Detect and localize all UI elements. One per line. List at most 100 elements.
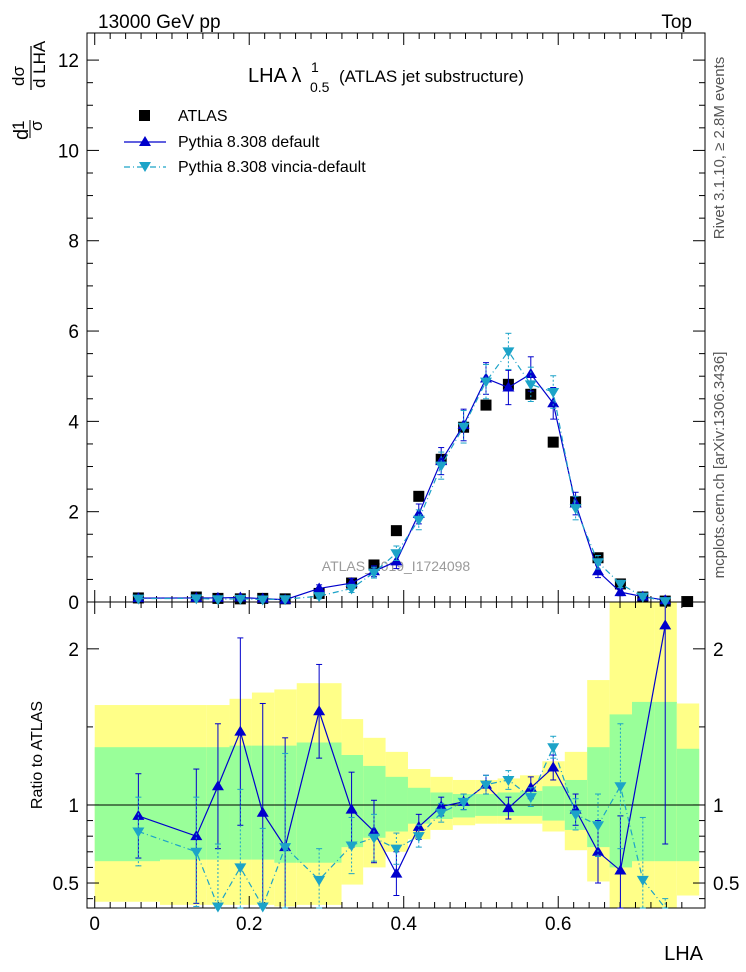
y-tick-label: 2 bbox=[68, 503, 79, 524]
legend-default-label: Pythia 8.308 default bbox=[178, 134, 320, 151]
vincia-ratio-point bbox=[190, 847, 203, 858]
vincia-ratio-point bbox=[524, 793, 537, 804]
y-label-dlha: d LHA bbox=[30, 40, 49, 88]
atlas-point bbox=[525, 388, 537, 400]
y-label-sigma: σ bbox=[27, 120, 46, 131]
vincia-point bbox=[390, 549, 403, 560]
vincia-ratio-point bbox=[479, 780, 492, 791]
default-point bbox=[592, 565, 605, 576]
vincia-point bbox=[279, 595, 292, 606]
vincia-point bbox=[190, 594, 203, 605]
y-tick-label: 6 bbox=[68, 322, 79, 343]
atlas-point bbox=[390, 525, 402, 537]
atlas-point bbox=[592, 552, 604, 564]
atlas-point bbox=[682, 596, 694, 608]
ratio-y-tick-label: 0.5 bbox=[53, 874, 79, 895]
vincia-ratio-point bbox=[569, 810, 582, 821]
x-tick-label: 0.2 bbox=[236, 914, 262, 935]
default-ratio-point bbox=[256, 806, 269, 817]
vincia-point bbox=[435, 461, 448, 472]
chart-title: LHA λ 1 0.5 (ATLAS jet substructure) bbox=[248, 59, 524, 95]
y-label-dsigma: dσ bbox=[9, 66, 28, 86]
default-ratio-point bbox=[614, 864, 627, 875]
band-inner bbox=[519, 790, 543, 816]
atlas-point bbox=[547, 436, 559, 448]
vincia-line bbox=[138, 350, 666, 602]
default-point bbox=[412, 507, 425, 518]
legend-atlas-label: ATLAS bbox=[178, 108, 228, 125]
vincia-point bbox=[132, 594, 145, 605]
band-inner bbox=[341, 755, 364, 848]
legend-vincia-label: Pythia 8.308 vincia-default bbox=[178, 159, 366, 176]
ratio-panel-frame bbox=[86, 601, 706, 909]
band-inner bbox=[296, 742, 342, 863]
vincia-ratio-line bbox=[138, 745, 666, 909]
vincia-point bbox=[636, 592, 649, 603]
y-tick-label: 4 bbox=[68, 412, 79, 433]
vincia-point bbox=[592, 558, 605, 569]
default-line bbox=[138, 373, 666, 601]
y-label-one: 1 bbox=[9, 121, 28, 130]
default-ratio-point bbox=[547, 761, 560, 772]
ratio-y-tick-label-right: 1 bbox=[713, 796, 724, 817]
vincia-point bbox=[569, 504, 582, 515]
vincia-point bbox=[502, 347, 515, 358]
site-label: mcplots.cern.ch [arXiv:1306.3436] bbox=[711, 352, 728, 579]
default-ratio-point bbox=[659, 619, 672, 630]
legend-default-marker bbox=[139, 136, 151, 146]
default-ratio-point bbox=[190, 830, 203, 841]
band-inner bbox=[407, 787, 431, 824]
vincia-point bbox=[614, 579, 627, 590]
vincia-ratio-point bbox=[313, 875, 326, 886]
atlas-point bbox=[368, 559, 380, 571]
vincia-point bbox=[659, 597, 672, 608]
ratio-y-tick-label-right: 0.5 bbox=[713, 874, 739, 895]
vincia-ratio-point bbox=[390, 844, 403, 855]
vincia-ratio-point bbox=[211, 902, 224, 913]
y-tick-label: 10 bbox=[58, 141, 79, 162]
title-tail: (ATLAS jet substructure) bbox=[339, 67, 524, 86]
ratio-y-tick-label-right: 2 bbox=[713, 640, 724, 661]
vincia-ratio-point bbox=[457, 797, 470, 808]
vincia-point bbox=[412, 515, 425, 526]
default-ratio-point bbox=[435, 800, 448, 811]
default-ratio-point bbox=[502, 802, 515, 813]
default-ratio-point bbox=[345, 803, 358, 814]
energy-label: 13000 GeV pp bbox=[98, 12, 221, 33]
ratio-y-tick-label: 2 bbox=[68, 640, 79, 661]
band-inner bbox=[160, 747, 207, 860]
vincia-ratio-point bbox=[435, 808, 448, 819]
vincia-point bbox=[547, 388, 560, 399]
vincia-ratio-point bbox=[234, 863, 247, 874]
vincia-point bbox=[479, 377, 492, 388]
vincia-ratio-point bbox=[592, 821, 605, 832]
rivet-label: Rivet 3.1.10, ≥ 2.8M events bbox=[711, 57, 728, 240]
vincia-ratio-point bbox=[345, 841, 358, 852]
atlas-point bbox=[480, 399, 492, 411]
vincia-ratio-point bbox=[279, 843, 292, 854]
band-inner bbox=[542, 786, 565, 821]
default-ratio-point bbox=[313, 705, 326, 716]
x-tick-label: 0.6 bbox=[545, 914, 571, 935]
vincia-ratio-point bbox=[367, 833, 380, 844]
band-inner bbox=[631, 701, 655, 862]
atlas-point bbox=[413, 490, 425, 502]
legend-vincia-marker bbox=[139, 162, 151, 172]
vincia-ratio-point bbox=[636, 875, 649, 886]
vincia-point bbox=[313, 592, 326, 603]
vincia-ratio-point bbox=[614, 782, 627, 793]
vincia-point bbox=[367, 568, 380, 579]
ratio-uncertainty-bands bbox=[94, 602, 700, 908]
default-point bbox=[502, 381, 515, 392]
title-sup: 1 bbox=[311, 59, 319, 75]
default-point bbox=[614, 586, 627, 597]
default-ratio-point bbox=[211, 780, 224, 791]
process-label: Top bbox=[661, 12, 692, 33]
y-tick-label: 0 bbox=[68, 593, 79, 614]
vincia-point bbox=[234, 594, 247, 605]
vincia-point bbox=[345, 584, 358, 595]
x-tick-label: 0.4 bbox=[391, 914, 418, 935]
legend: ATLAS Pythia 8.308 default Pythia 8.308 … bbox=[124, 108, 366, 176]
